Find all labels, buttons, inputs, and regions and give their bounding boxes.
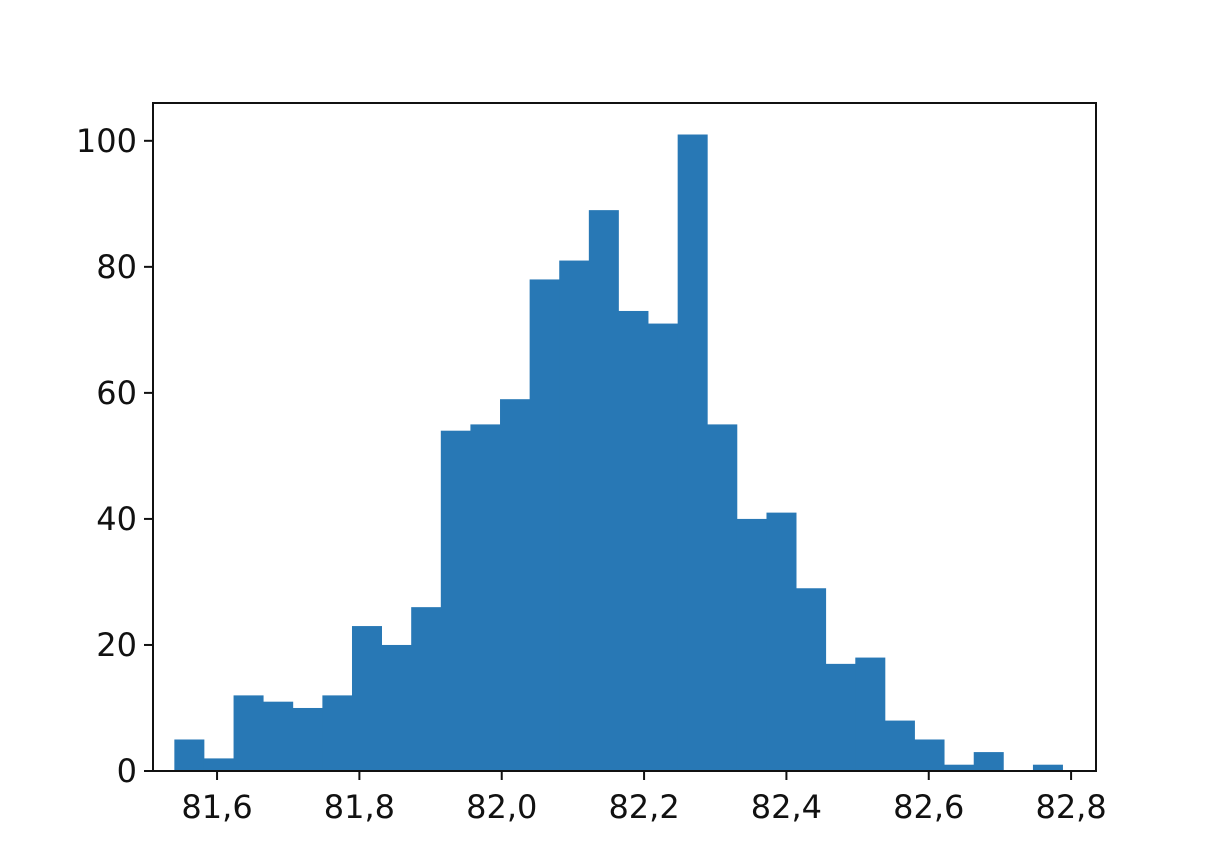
histogram-bar	[914, 739, 945, 771]
y-tick-label: 100	[76, 122, 137, 160]
histogram-bar	[736, 518, 767, 771]
x-tick-label: 82,4	[751, 788, 822, 826]
x-tick-label: 82,6	[893, 788, 964, 826]
x-tick-label: 82,2	[608, 788, 679, 826]
x-tick-label: 81,8	[324, 788, 395, 826]
plot-frame	[152, 102, 1097, 772]
histogram-bar	[411, 607, 442, 771]
histogram-bar	[588, 210, 619, 771]
histogram-bar	[500, 399, 531, 771]
histogram-bars	[174, 134, 1063, 771]
y-tick-label: 80	[96, 248, 137, 286]
histogram-bar	[618, 310, 649, 771]
histogram-bar	[825, 663, 856, 771]
x-tick-label: 82,8	[1035, 788, 1106, 826]
histogram-bar	[203, 758, 234, 771]
y-tick-label: 0	[117, 752, 137, 790]
histogram-bar	[440, 430, 471, 771]
y-tick-label: 60	[96, 374, 137, 412]
x-tick-label: 81,6	[181, 788, 252, 826]
histogram-bar	[174, 739, 205, 771]
histogram-bar	[884, 720, 915, 771]
y-tick-label: 40	[96, 500, 137, 538]
histogram-bar	[559, 260, 590, 771]
histogram-bar	[263, 701, 294, 771]
histogram-bar	[322, 695, 353, 771]
histogram-bar	[351, 626, 382, 771]
histogram-bar	[233, 695, 264, 771]
histogram-bar	[973, 752, 1004, 771]
histogram-bar	[766, 512, 797, 771]
histogram-bar	[707, 424, 738, 771]
y-tick-label: 20	[96, 626, 137, 664]
histogram-bar	[381, 644, 412, 771]
histogram-bar	[1032, 764, 1063, 771]
histogram-bar	[944, 764, 975, 771]
histogram-bar	[855, 657, 886, 771]
x-tick-label: 82,0	[466, 788, 537, 826]
histogram-bar	[529, 279, 560, 771]
x-axis: 81,6 81,8 82,0 82,2 82,4 82,6 82,8	[181, 771, 1107, 826]
histogram-bar	[292, 707, 323, 771]
histogram-bar	[677, 134, 708, 771]
histogram-bar	[470, 424, 501, 771]
histogram-bar	[796, 588, 827, 771]
y-axis: 0 20 40 60 80 100	[76, 122, 153, 790]
histogram-bar	[648, 323, 679, 771]
